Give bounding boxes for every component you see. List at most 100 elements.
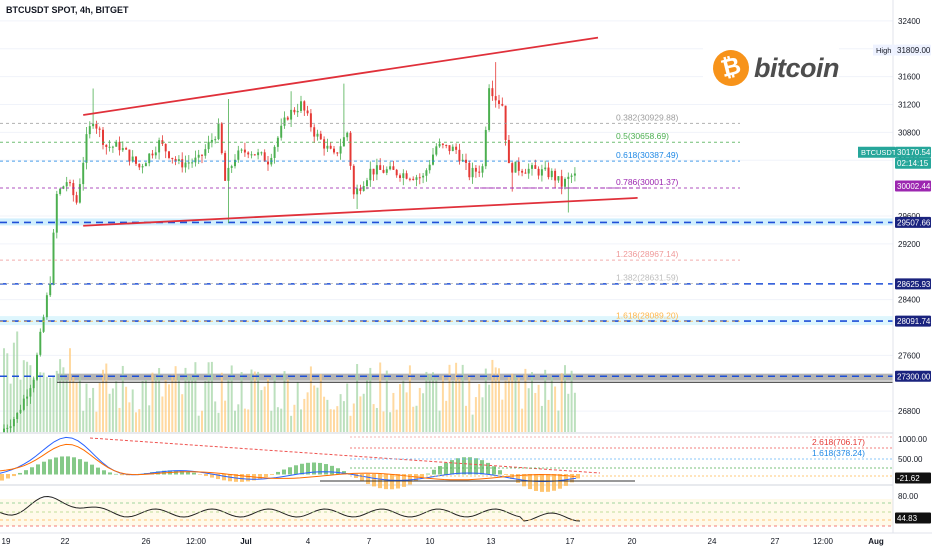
volume-bar: [342, 401, 345, 432]
candle-body: [257, 152, 260, 156]
volume-bar: [52, 376, 55, 432]
volume-bar: [12, 342, 15, 432]
volume-bar: [372, 404, 375, 432]
candle-body: [339, 146, 342, 154]
macd-histogram-bar: [114, 473, 118, 475]
ascending-channel[interactable]: [83, 36, 638, 227]
macd-histogram-bar: [486, 462, 490, 475]
candle-body: [108, 146, 111, 148]
candle-body: [29, 388, 32, 397]
rsi-current-tag: 44.83: [897, 514, 918, 523]
volume-bar: [316, 387, 319, 432]
volume-bar: [379, 362, 382, 432]
volume-bar: [111, 388, 114, 432]
candle-body: [389, 166, 392, 170]
candle-body: [9, 426, 12, 428]
candle-body: [428, 164, 431, 171]
time-axis[interactable]: 19 22 26 12:00 Jul 4 7 10 13 17 20 24 27 12:00 Aug: [0, 532, 932, 546]
volume-bar: [234, 410, 236, 432]
time-tick-label: 10: [426, 537, 435, 546]
candle-body: [39, 331, 42, 355]
volume-bar: [550, 377, 553, 432]
candle-body: [451, 146, 454, 152]
macd-histogram-bar: [498, 470, 502, 475]
volume-bar: [158, 368, 161, 432]
candle-body: [19, 409, 22, 413]
volume-bar: [573, 392, 576, 432]
volume-bar: [135, 412, 137, 432]
candle-body: [329, 145, 332, 149]
volume-bar: [230, 365, 233, 432]
candle-body: [95, 123, 98, 129]
macd-histogram-bar: [438, 466, 442, 475]
candle-body: [138, 163, 141, 168]
volume-bar: [527, 388, 530, 432]
rsi-current-tag-bg: [895, 512, 931, 524]
support-1-tag-bg: [895, 216, 931, 228]
volume-bar: [92, 387, 95, 432]
candle-body: [141, 166, 144, 168]
candle-body: [395, 169, 398, 176]
volume-bar: [402, 380, 405, 432]
macd-histogram-bar: [0, 474, 4, 481]
candle-body: [240, 149, 243, 151]
candle-body: [82, 162, 85, 185]
volume-bar: [514, 375, 517, 432]
volume-bar: [194, 362, 197, 432]
volume-bar: [121, 365, 124, 432]
high-price-tag: 31809.00: [897, 46, 931, 55]
candle-body: [399, 175, 401, 178]
candle-body: [333, 148, 335, 153]
candle-body: [164, 143, 167, 152]
candle-body: [72, 183, 75, 196]
macd-fib-label: 2.618(706.17): [812, 437, 865, 447]
candle-body: [494, 96, 497, 101]
candle-body: [369, 168, 372, 181]
volume-bar: [82, 410, 85, 432]
volume-bar: [95, 411, 98, 432]
candle-body: [105, 144, 108, 147]
macd-histogram-bar: [78, 459, 82, 475]
bitcoin-wordmark: bitcoin: [754, 52, 840, 83]
volume-bar: [375, 407, 378, 432]
candle-body: [118, 141, 121, 151]
volume-bar: [471, 414, 474, 432]
candle-body: [168, 151, 170, 158]
macd-tick-label: 1000.00: [898, 435, 927, 444]
volume-bar: [105, 363, 108, 432]
price-tick-label: 26800: [898, 407, 921, 416]
macd-histogram-bar: [222, 474, 226, 481]
macd-histogram-bar: [330, 465, 334, 475]
macd-histogram-bar: [366, 474, 370, 485]
high-price-tag-bg: [895, 44, 931, 56]
volume-bar: [65, 380, 68, 432]
volume-bar: [507, 377, 510, 432]
support-2-tag-bg: [895, 278, 931, 290]
price-tick-label: 30800: [898, 128, 921, 137]
price-tick-label: 32400: [898, 17, 921, 26]
candle-body: [111, 146, 114, 148]
macd-histogram-bar: [444, 462, 448, 475]
volume-bar: [85, 383, 88, 432]
candle-body: [567, 176, 570, 179]
candle-body: [290, 109, 293, 120]
candle-body: [319, 133, 322, 140]
volume-bar: [36, 366, 38, 432]
macd-histogram-bar: [30, 467, 34, 475]
candle-body: [415, 177, 418, 180]
volume-bar: [389, 412, 392, 432]
candle-body: [316, 133, 319, 137]
candle-body: [148, 153, 151, 164]
macd-histogram-bar: [432, 469, 436, 475]
volume-bar: [303, 398, 306, 432]
volume-bar: [385, 370, 388, 432]
candle-body: [88, 126, 91, 135]
volume-bar: [359, 396, 362, 432]
macd-histogram-bar: [546, 474, 550, 492]
volume-bar: [392, 392, 395, 432]
volume-bar: [138, 409, 141, 432]
support-4-tag: 27300.00: [897, 372, 931, 381]
candle-body: [507, 139, 510, 164]
price-axis[interactable]: 3240032000316003120030800304002960029200…: [858, 0, 932, 550]
